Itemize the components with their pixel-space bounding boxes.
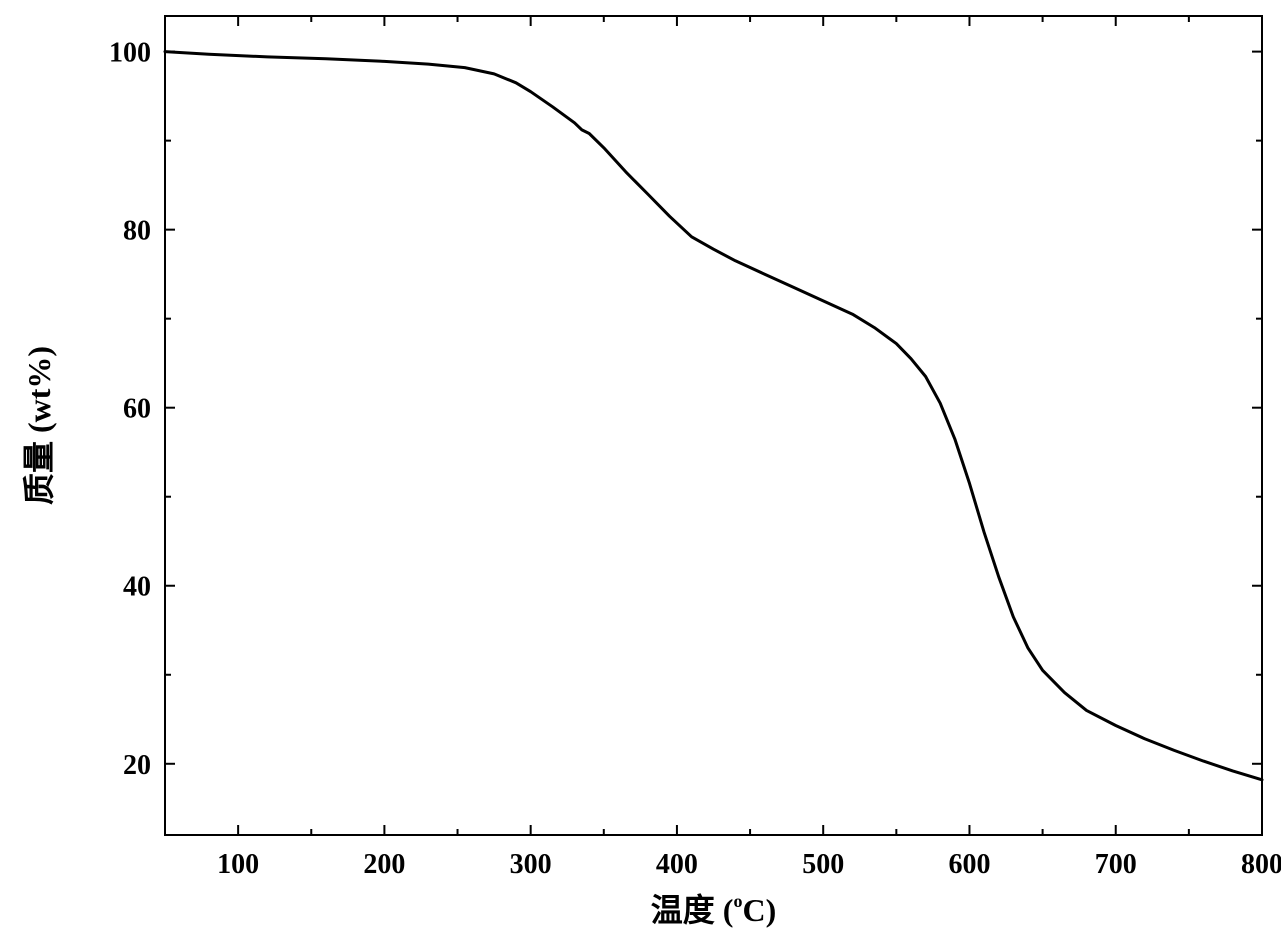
y-tick-label: 40 — [123, 572, 151, 603]
x-axis-title: 温度 (oC) — [651, 891, 776, 928]
chart-svg: 100 200 300 400 500 600 700 800 20 40 60 80 100 温度 (o… — [0, 0, 1281, 942]
x-tick-label: 200 — [363, 849, 405, 880]
y-tick-label: 60 — [123, 394, 151, 425]
y-tick-label: 100 — [109, 38, 151, 69]
x-tick-label: 500 — [802, 849, 844, 880]
x-tick-label: 100 — [217, 849, 259, 880]
x-tick-label: 300 — [510, 849, 552, 880]
tga-chart: 100 200 300 400 500 600 700 800 20 40 60 80 100 温度 (o… — [0, 0, 1281, 942]
y-tick-label: 80 — [123, 216, 151, 247]
x-tick-label: 800 — [1241, 849, 1281, 880]
x-tick-label: 700 — [1095, 849, 1137, 880]
x-tick-label: 600 — [948, 849, 990, 880]
y-axis-title: 质量 (wt%) — [21, 346, 57, 505]
x-tick-label: 400 — [656, 849, 698, 880]
y-tick-label: 20 — [123, 750, 151, 781]
